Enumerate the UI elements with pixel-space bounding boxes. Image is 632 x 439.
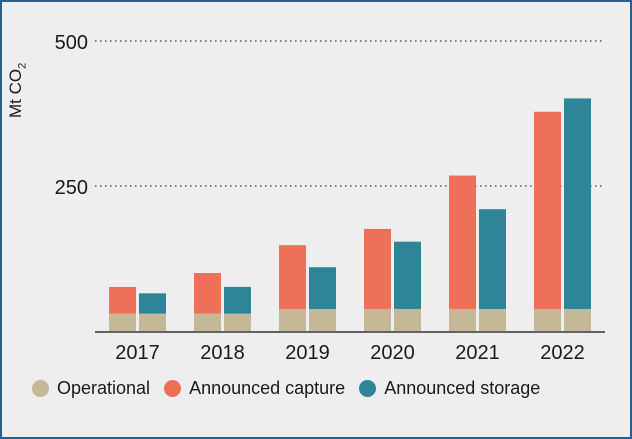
legend-item-operational: Operational — [32, 378, 150, 399]
bar-announced-storage-2021 — [479, 209, 506, 309]
bar-operational-storage-2018 — [224, 313, 251, 331]
bar-operational-capture-2019 — [279, 308, 306, 331]
legend-item-announced-storage: Announced storage — [359, 378, 540, 399]
bar-operational-capture-2020 — [364, 308, 391, 331]
x-tick-label-2022: 2022 — [540, 342, 585, 364]
bar-announced-storage-2020 — [394, 241, 421, 309]
x-tick-label-2021: 2021 — [455, 342, 500, 364]
legend: Operational Announced capture Announced … — [32, 378, 554, 399]
bar-announced-capture-2021 — [449, 175, 476, 309]
bar-operational-storage-2021 — [479, 308, 506, 331]
bar-announced-storage-2018 — [224, 286, 251, 314]
bar-announced-capture-2018 — [194, 273, 221, 314]
bar-announced-storage-2019 — [309, 267, 336, 309]
bar-operational-capture-2022 — [534, 308, 561, 331]
bar-operational-storage-2017 — [139, 313, 166, 331]
x-tick-label-2019: 2019 — [285, 342, 330, 364]
y-axis-label-subscript: 2 — [16, 62, 29, 69]
bar-announced-capture-2020 — [364, 228, 391, 309]
legend-label-announced-storage: Announced storage — [384, 378, 541, 398]
legend-label-announced-capture: Announced capture — [189, 378, 346, 398]
bar-announced-capture-2019 — [279, 245, 306, 309]
y-tick-label-250: 250 — [55, 177, 88, 199]
bar-operational-storage-2022 — [564, 308, 591, 331]
bar-operational-storage-2019 — [309, 308, 336, 331]
legend-swatch-announced-storage — [359, 380, 377, 397]
y-tick-label-500: 500 — [55, 32, 88, 54]
bar-operational-capture-2021 — [449, 308, 476, 331]
x-tick-label-2020: 2020 — [370, 342, 415, 364]
legend-label-operational: Operational — [57, 378, 151, 398]
bar-announced-storage-2017 — [139, 293, 166, 314]
bar-announced-storage-2022 — [564, 98, 591, 309]
bar-announced-capture-2022 — [534, 111, 561, 309]
legend-swatch-operational — [32, 380, 49, 397]
bar-operational-storage-2020 — [394, 308, 421, 331]
y-axis-label-main: Mt CO — [6, 68, 25, 118]
x-tick-label-2018: 2018 — [200, 342, 245, 364]
y-axis-label: Mt CO2 — [6, 63, 28, 118]
bar-operational-capture-2018 — [194, 313, 221, 331]
bar-operational-capture-2017 — [109, 313, 136, 331]
legend-swatch-announced-capture — [164, 380, 182, 397]
legend-item-announced-capture: Announced capture — [164, 378, 345, 399]
bar-announced-capture-2017 — [109, 286, 136, 314]
x-tick-label-2017: 2017 — [115, 342, 160, 364]
